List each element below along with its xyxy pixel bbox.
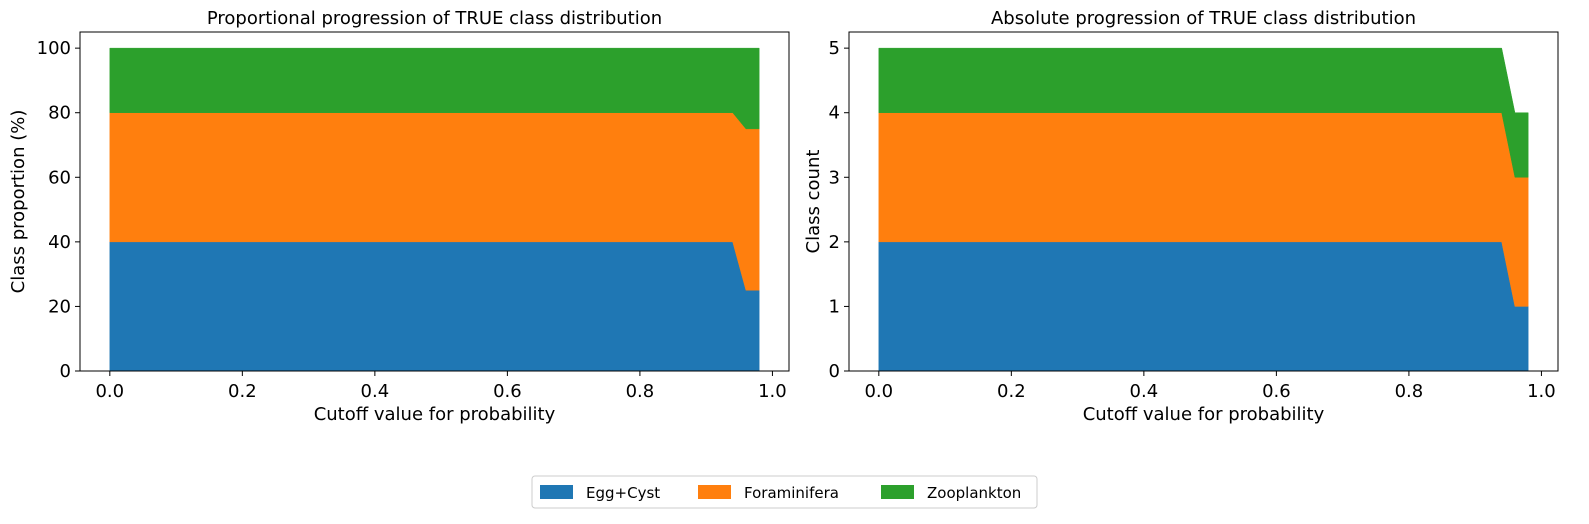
x-axis: 0.0 0.2 0.4 0.6 0.8 1.0 <box>864 371 1556 402</box>
x-tick-label: 0.0 <box>864 381 893 402</box>
legend-label: Foraminifera <box>744 484 839 502</box>
legend-label: Egg+Cyst <box>586 484 660 502</box>
legend-items: Egg+Cyst Foraminifera Zooplankton <box>540 484 1021 502</box>
x-tick-label: 0.6 <box>1262 381 1291 402</box>
y-tick-label: 0 <box>60 361 71 382</box>
x-tick-label: 0.8 <box>1395 381 1424 402</box>
y-axis-label: Class count <box>803 150 824 254</box>
y-tick-label: 40 <box>48 232 71 253</box>
y-tick-label: 4 <box>829 103 840 124</box>
area-egg-cyst <box>878 241 1529 372</box>
legend: Egg+Cyst Foraminifera Zooplankton <box>531 475 1038 509</box>
area-series-group <box>878 47 1529 372</box>
chart-absolute: 0.0 0.2 0.4 0.6 0.8 1.0 0 1 2 3 4 5 Absolute progr… <box>803 8 1559 425</box>
x-axis: 0.0 0.2 0.4 0.6 0.8 1.0 <box>95 371 787 402</box>
y-tick-label: 60 <box>48 167 71 188</box>
area-egg-cyst <box>109 241 760 372</box>
chart-title: Absolute progression of TRUE class distr… <box>991 8 1416 29</box>
x-tick-label: 1.0 <box>1527 381 1556 402</box>
y-axis: 0 20 40 60 80 100 <box>37 38 80 382</box>
x-tick-label: 0.4 <box>1130 381 1159 402</box>
y-tick-label: 2 <box>829 232 840 253</box>
y-tick-label: 100 <box>37 38 71 59</box>
y-axis: 0 1 2 3 4 5 <box>829 38 849 382</box>
y-axis-label: Class proportion (%) <box>8 110 29 294</box>
x-tick-label: 0.6 <box>493 381 522 402</box>
x-tick-label: 0.8 <box>626 381 655 402</box>
x-axis-label: Cutoff value for probability <box>314 404 556 425</box>
x-tick-label: 0.4 <box>361 381 390 402</box>
chart-proportional: 0.0 0.2 0.4 0.6 0.8 1.0 0 20 40 60 80 100 Proporti… <box>8 8 790 425</box>
plot-frame <box>79 31 790 372</box>
legend-swatch <box>540 485 573 499</box>
y-tick-label: 0 <box>829 361 840 382</box>
legend-box <box>531 475 1038 509</box>
x-tick-label: 0.2 <box>997 381 1026 402</box>
chart-title: Proportional progression of TRUE class d… <box>207 8 662 29</box>
y-tick-label: 80 <box>48 103 71 124</box>
y-tick-label: 5 <box>829 38 840 59</box>
legend-swatch <box>881 485 914 499</box>
y-tick-label: 20 <box>48 296 71 317</box>
area-zooplankton <box>109 47 760 130</box>
x-tick-label: 1.0 <box>758 381 787 402</box>
legend-label: Zooplankton <box>927 484 1021 502</box>
area-zooplankton <box>878 47 1529 178</box>
plot-frame <box>848 31 1559 372</box>
x-axis-label: Cutoff value for probability <box>1083 404 1325 425</box>
y-tick-label: 1 <box>829 296 840 317</box>
y-tick-label: 3 <box>829 167 840 188</box>
area-series-group <box>109 47 760 372</box>
x-tick-label: 0.0 <box>95 381 124 402</box>
legend-swatch <box>698 485 731 499</box>
x-tick-label: 0.2 <box>228 381 257 402</box>
